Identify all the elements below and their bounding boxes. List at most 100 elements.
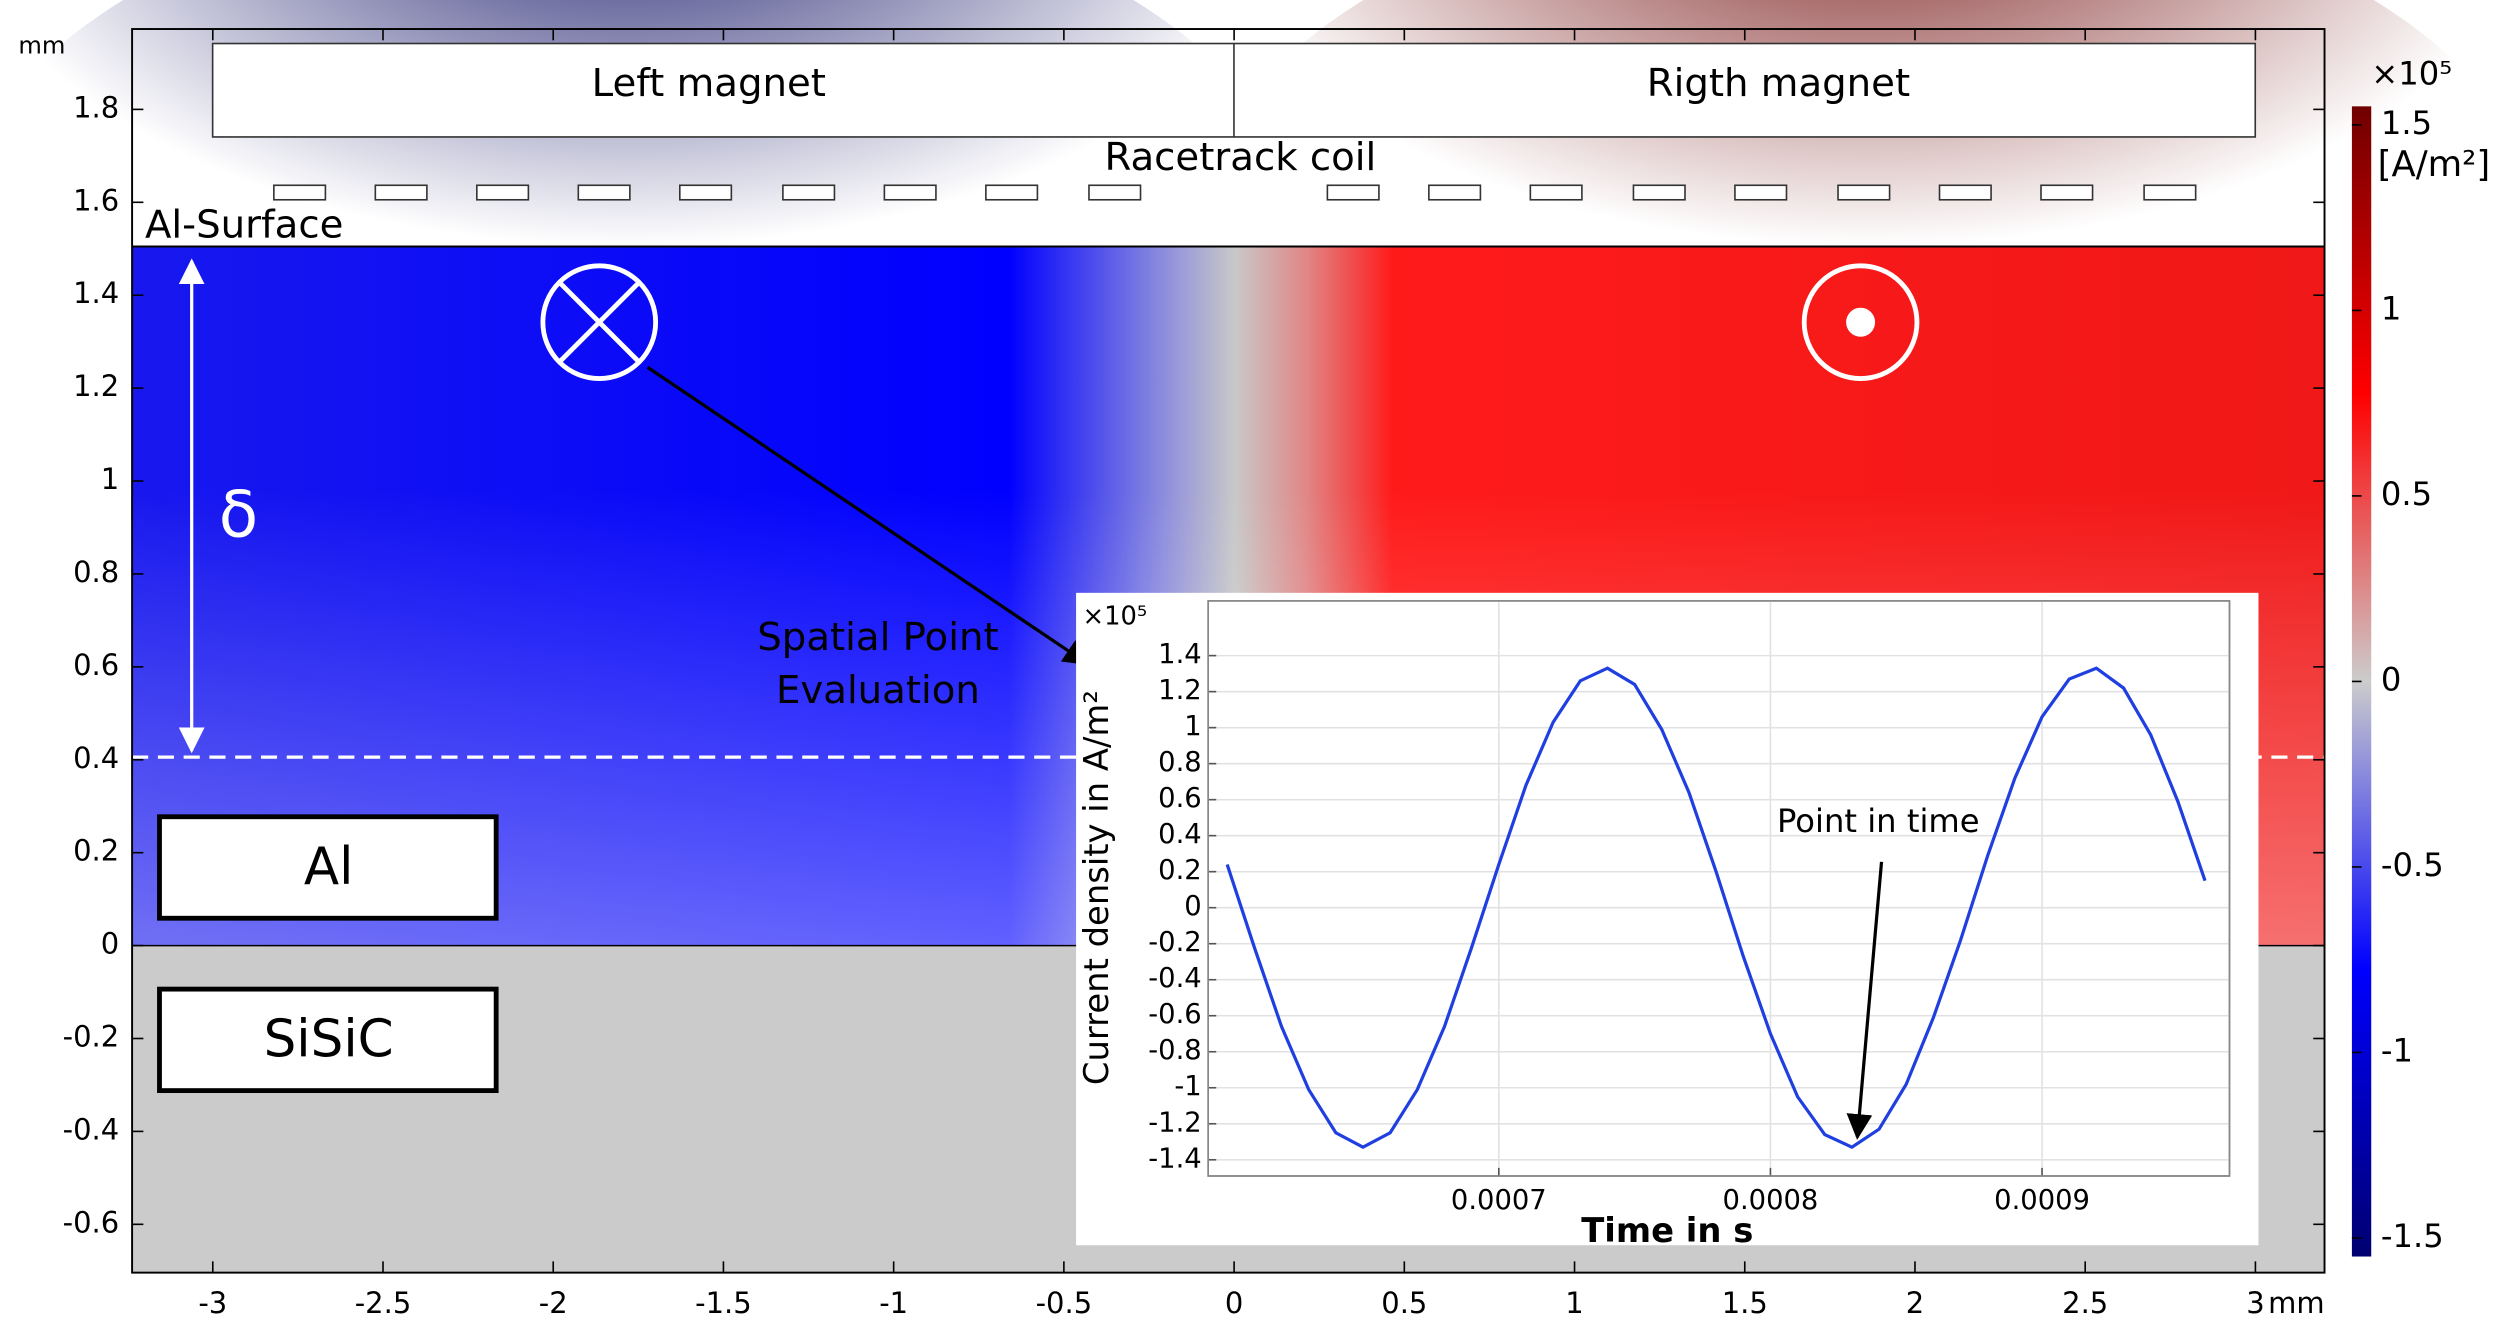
material-label: Al: [304, 837, 354, 897]
current-into-symbol: [540, 263, 659, 382]
y-tick-label: -0.6: [1148, 999, 1201, 1030]
coil-wire: [476, 184, 530, 201]
current-into-symbol: [557, 280, 642, 365]
x-tick-label: -1.5: [695, 1286, 752, 1320]
y-tick-label: 1: [1184, 711, 1201, 742]
y-axis-unit: mm: [18, 32, 65, 60]
coil-wire: [1428, 184, 1482, 201]
coil-wire: [374, 184, 428, 201]
coil-wire: [1837, 184, 1891, 201]
y-tick-label: 0.2: [73, 834, 119, 868]
coil-wire: [1938, 184, 1992, 201]
colorbar-tick-label: 0: [2381, 660, 2402, 698]
x-tick-label: 0.0007: [1451, 1185, 1547, 1216]
inset-y-label: Current density in A/m²: [1077, 690, 1116, 1085]
surface-label: Al-Surface: [145, 203, 343, 248]
coil-group: [273, 184, 2197, 201]
inset-plot-area: [1207, 600, 2231, 1177]
y-tick-label: -0.8: [1148, 1035, 1201, 1066]
plot-frame: [131, 28, 2326, 1274]
depth-label: δ: [219, 477, 258, 552]
evaluation-label: Evaluation: [776, 668, 980, 713]
coil-wire: [883, 184, 937, 201]
magnet-label: Left magnet: [592, 61, 826, 106]
sisic-box: [157, 986, 499, 1094]
coil-wire: [1632, 184, 1686, 201]
y-tick-label: 0.8: [73, 555, 119, 589]
x-tick-label: -2.5: [355, 1286, 412, 1320]
x-tick-label: -3: [198, 1286, 227, 1320]
y-tick-label: -1.4: [1148, 1143, 1201, 1174]
x-axis-unit: mm: [2268, 1286, 2324, 1320]
colorbar-tick-label: -1.5: [2381, 1217, 2444, 1255]
data-line: [1225, 666, 2207, 1150]
coil-label: Racetrack coil: [1104, 135, 1376, 180]
y-tick-label: -0.4: [1148, 963, 1201, 994]
y-tick-label: -1: [1174, 1071, 1201, 1102]
colorbar-tick-label: 1: [2381, 289, 2402, 327]
magnet-label: Rigth magnet: [1647, 61, 1910, 106]
y-tick-label: -0.2: [63, 1019, 120, 1053]
x-tick-label: 2: [1906, 1286, 1924, 1320]
current-out-symbol: [1846, 307, 1876, 337]
y-tick-label: 0.6: [73, 648, 119, 682]
coil-wire: [2143, 184, 2197, 201]
y-tick-label: -0.2: [1148, 927, 1201, 958]
colorbar-multiplier: ×10⁵: [2371, 55, 2452, 93]
evaluation-arrow: [646, 365, 1090, 666]
coil-wire: [985, 184, 1039, 201]
x-tick-label: -0.5: [1036, 1286, 1093, 1320]
coil-wire: [273, 184, 327, 201]
current-out-symbol: [1801, 263, 1920, 382]
material-label: SiSiC: [264, 1009, 394, 1069]
colorbar-tick-label: -1: [2381, 1031, 2413, 1069]
y-tick-label: -1.2: [1148, 1107, 1201, 1138]
y-tick-label: -0.4: [63, 1112, 120, 1146]
x-tick-label: 0.5: [1381, 1286, 1427, 1320]
x-tick-label: -2: [539, 1286, 568, 1320]
annotation-arrow: [1846, 861, 1884, 1140]
y-tick-label: 1.2: [1158, 675, 1202, 706]
x-tick-label: 1: [1565, 1286, 1583, 1320]
y-tick-label: 1.4: [73, 276, 119, 310]
y-tick-label: 0: [101, 927, 119, 961]
inset-chart: ×10⁵ Time in s Current density in A/m² 0…: [1076, 592, 2259, 1250]
colorbar-tick-label: 0.5: [2381, 475, 2432, 513]
y-tick-label: 0.4: [1158, 819, 1202, 850]
y-tick-label: 1: [101, 462, 119, 496]
x-tick-label: 3: [2246, 1286, 2264, 1320]
coil-wire: [1529, 184, 1583, 201]
y-tick-label: 1.4: [1158, 639, 1202, 670]
coil-wire: [678, 184, 733, 201]
y-tick-label: 1.6: [73, 183, 119, 217]
colorbar-tick-label: 1.5: [2381, 104, 2432, 142]
y-tick-label: 0.2: [1158, 855, 1202, 886]
x-tick-label: 2.5: [2062, 1286, 2108, 1320]
coil-wire: [577, 184, 631, 201]
y-tick-label: 0.4: [73, 741, 119, 775]
y-tick-label: 1.8: [73, 90, 119, 124]
coil-wire: [1734, 184, 1788, 201]
colorbar-tick-label: -0.5: [2381, 846, 2444, 884]
y-tick-label: 0.8: [1158, 747, 1202, 778]
y-tick-label: 1.2: [73, 369, 119, 403]
coil-wire: [2040, 184, 2094, 201]
inset-frame: [1207, 600, 2231, 1177]
x-tick-label: 0: [1225, 1286, 1243, 1320]
evaluation-label: Spatial Point: [757, 615, 998, 660]
y-tick-label: -0.6: [63, 1205, 120, 1239]
x-tick-label: -1: [879, 1286, 908, 1320]
coil-wire: [1326, 184, 1380, 201]
inset-annotation: Point in time: [1777, 802, 1980, 840]
al-box: [157, 814, 499, 921]
x-tick-label: 0.0009: [1994, 1185, 2090, 1216]
coil-wire: [1088, 184, 1142, 201]
coil-wire: [782, 184, 836, 201]
x-tick-label: 0.0008: [1723, 1185, 1819, 1216]
x-tick-label: 1.5: [1722, 1286, 1768, 1320]
y-tick-label: 0.6: [1158, 783, 1202, 814]
y-tick-label: 0: [1184, 891, 1201, 922]
colorbar-label: [A/m²]: [2378, 144, 2491, 185]
